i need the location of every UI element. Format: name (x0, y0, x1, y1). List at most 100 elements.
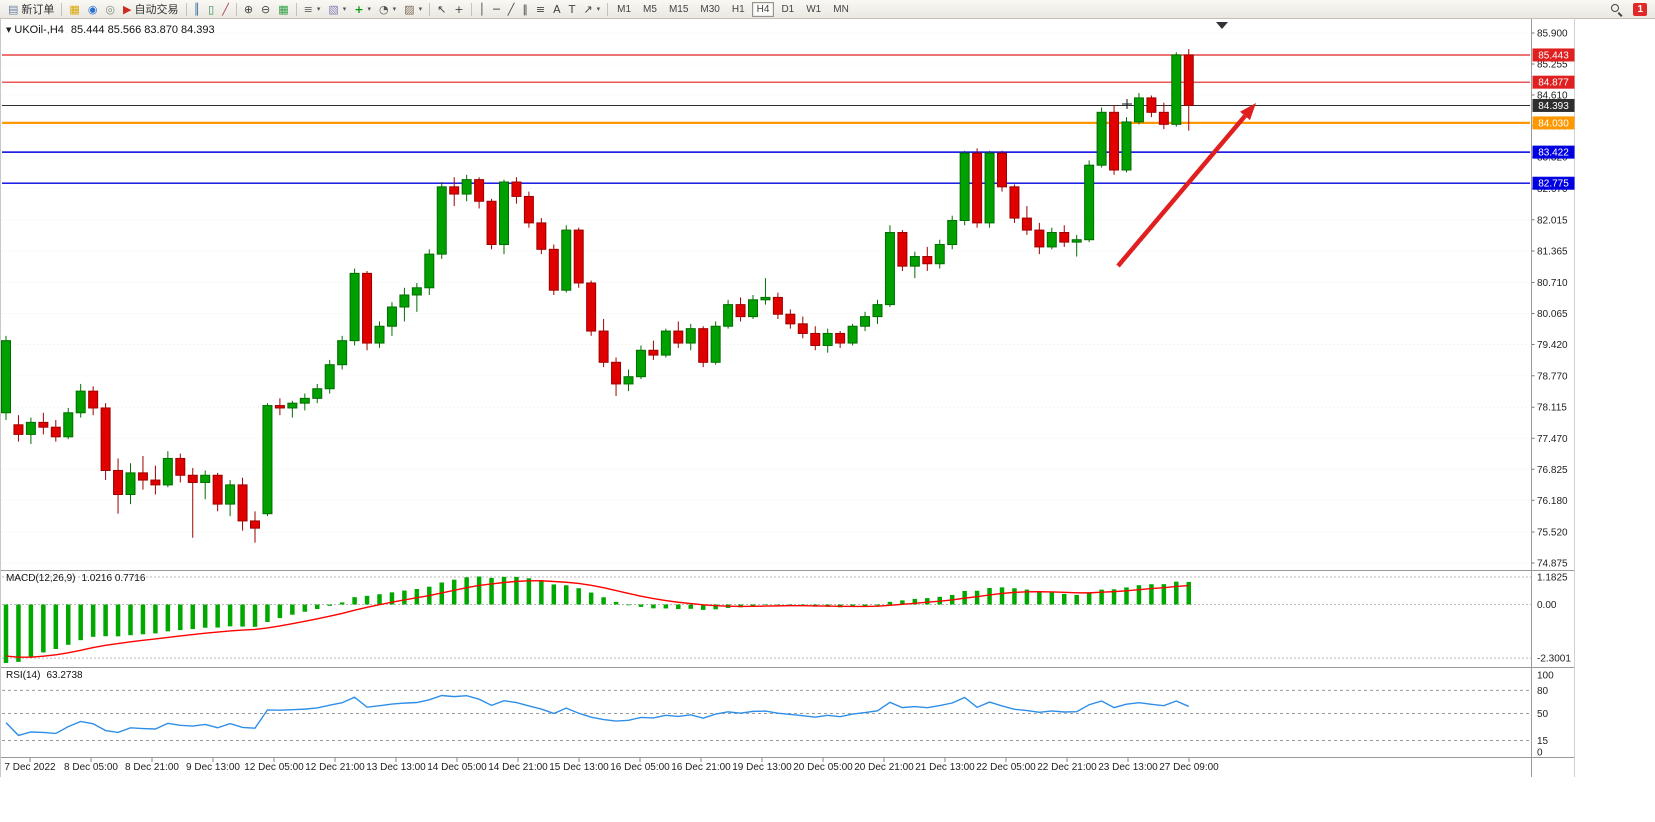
market-watch-button[interactable]: ▦ (65, 0, 83, 19)
candle-body (810, 332, 821, 346)
search-button[interactable] (1606, 0, 1627, 19)
candle-body (38, 421, 49, 428)
tile-windows-button[interactable]: ▦ (274, 0, 292, 19)
candle-body (860, 316, 871, 327)
rsi-line (5, 694, 1190, 737)
periods-button[interactable]: ◔ ▾ (375, 0, 400, 19)
tf-button-m15[interactable]: M15 (668, 3, 689, 15)
candle-body (1034, 229, 1045, 248)
chart-list-button[interactable]: ≡ ▾ (300, 0, 325, 19)
candle-body (673, 330, 684, 344)
tf-button-mn[interactable]: MN (833, 3, 849, 15)
tf-button-m1[interactable]: M1 (617, 3, 632, 15)
autotrading-button[interactable]: ▶ 自动交易 (119, 0, 182, 19)
price-tag-84.877 (1532, 75, 1575, 89)
candle-body (1158, 111, 1169, 125)
chart-shift-marker[interactable] (1216, 22, 1228, 29)
toolbar-separator (429, 2, 431, 16)
notification-badge[interactable]: 1 (1633, 2, 1647, 16)
zoom-in-button[interactable]: ⊕ (240, 0, 257, 19)
candle-body (760, 296, 771, 301)
time-tick-label: 22 Dec 21:00 (1037, 762, 1097, 773)
price-tick-label: 80.065 (1537, 309, 1568, 320)
candle-body (660, 330, 671, 356)
price-tag-82.775 (1532, 176, 1575, 190)
tf-button-w1[interactable]: W1 (806, 3, 822, 15)
trendline-button[interactable]: ╱ (504, 0, 519, 19)
price-tick-label: 85.255 (1537, 60, 1568, 71)
channel-button[interactable]: ∥ (518, 0, 532, 19)
trend-arrow-annotation[interactable] (1116, 103, 1256, 268)
tf-button-d1[interactable]: D1 (781, 3, 795, 15)
chevron-down-icon: ▾ (392, 5, 397, 13)
price-tag-text: 84.393 (1538, 101, 1569, 112)
tf-button-h4[interactable]: H4 (751, 1, 775, 17)
toolbar-separator (185, 2, 187, 16)
price-tick-label: 84.610 (1537, 91, 1568, 102)
new-order-icon: ▤ (8, 2, 19, 16)
candle-body (586, 282, 597, 332)
terminal-button[interactable]: ◎ (101, 0, 119, 19)
chart-list-icon: ≡ (303, 2, 313, 16)
candle-body (1121, 121, 1132, 171)
indicators-button[interactable]: + ▾ (350, 0, 375, 19)
profiles-button[interactable]: ▧ ▾ (324, 0, 350, 19)
horizontal-line-button[interactable]: ─ (489, 0, 504, 19)
candle-body (274, 405, 285, 409)
vertical-line-button[interactable]: │ (475, 0, 490, 19)
candle-body (698, 328, 709, 363)
candle-body (474, 179, 485, 202)
fibonacci-button[interactable]: ≡ (532, 0, 549, 19)
collapse-triangle-icon[interactable]: ▼ (6, 26, 12, 34)
text-button[interactable]: A (549, 0, 565, 19)
zoom-out-button[interactable]: ⊖ (257, 0, 274, 19)
chevron-down-icon: ▾ (367, 5, 372, 13)
rsi-indicator-label: RSI(14) 63.2738 (6, 670, 83, 681)
profiles-icon: ▧ (328, 2, 339, 16)
time-tick-label: 27 Dec 09:00 (1159, 762, 1219, 773)
tf-button-h1[interactable]: H1 (731, 3, 745, 15)
candle-body (1, 340, 11, 414)
candle-body (75, 390, 86, 414)
rsi-scale-label: 50 (1537, 709, 1549, 720)
candle-body (200, 474, 211, 483)
bar-chart-button[interactable]: ║ (190, 0, 205, 19)
candle-chart-button[interactable]: ▯ (204, 0, 218, 19)
candle-body (449, 186, 460, 195)
time-tick-label: 8 Dec 05:00 (64, 762, 118, 773)
candle-body (324, 364, 335, 390)
label-button[interactable]: T (565, 0, 580, 19)
candle-body (847, 325, 858, 344)
markers (1122, 22, 1228, 109)
templates-icon: ▨ (404, 2, 415, 16)
toolbar-separator (470, 2, 472, 16)
tile-windows-icon: ▦ (278, 2, 289, 16)
candle-body (1171, 54, 1182, 125)
time-tick-label: 8 Dec 21:00 (125, 762, 179, 773)
macd-scale-label: 1.1825 (1537, 572, 1568, 583)
price-tick-label: 76.180 (1537, 496, 1568, 507)
candle-body (137, 472, 148, 481)
candle-body (299, 397, 310, 404)
price-tick-label: 78.770 (1537, 371, 1568, 382)
candle-chart-icon: ▯ (208, 2, 215, 16)
line-chart-button[interactable]: ╱ (218, 0, 233, 19)
tf-button-m5[interactable]: M5 (643, 3, 657, 15)
candle-body (797, 323, 808, 334)
templates-button[interactable]: ▨ ▾ (400, 0, 426, 19)
cursor-button[interactable]: ↖ (433, 0, 450, 19)
candle-body (922, 256, 933, 265)
arrows-button[interactable]: ↗ ▾ (579, 0, 604, 19)
new-order-button[interactable]: ▤ 新订单 (4, 0, 58, 19)
candle-body (723, 304, 734, 327)
tf-button-m30[interactable]: M30 (700, 3, 720, 15)
navigator-button[interactable]: ◉ (84, 0, 102, 19)
macd-values: 1.0216 0.7716 (81, 573, 146, 584)
crosshair-button[interactable]: + (450, 0, 467, 19)
price-tick-label: 82.015 (1537, 215, 1568, 226)
time-axis[interactable]: 7 Dec 2022 8 Dec 05:00 8 Dec 21:00 9 Dec 13… (4, 757, 1219, 774)
candle-body (312, 388, 323, 399)
candle-body (822, 332, 833, 346)
price-tag-text: 85.443 (1538, 50, 1569, 61)
